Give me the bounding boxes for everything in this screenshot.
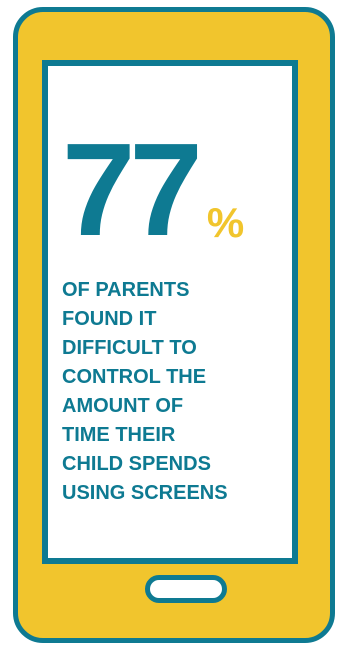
stat-row: 77 % [62, 116, 286, 264]
infographic-text: 77 % OF PARENTS FOUND IT DIFFICULT TO CO… [62, 122, 286, 508]
caption-line: OF PARENTS [62, 279, 190, 301]
caption-line: CHILD SPENDS [62, 453, 211, 475]
caption-line: FOUND IT [62, 308, 157, 330]
phone-screen: 77 % OF PARENTS FOUND IT DIFFICULT TO CO… [42, 60, 298, 564]
stat-percent-sign: % [206, 199, 245, 246]
home-button-icon [145, 575, 227, 603]
caption-line: AMOUNT OF [62, 395, 184, 417]
caption-line: TIME THEIR [62, 424, 176, 446]
caption-line: USING SCREENS [62, 482, 228, 504]
stat-caption: OF PARENTS FOUND IT DIFFICULT TO CONTROL… [62, 276, 286, 508]
stat-number: 77 [62, 116, 203, 264]
caption-line: CONTROL THE [62, 366, 207, 388]
caption-line: DIFFICULT TO [62, 337, 197, 359]
